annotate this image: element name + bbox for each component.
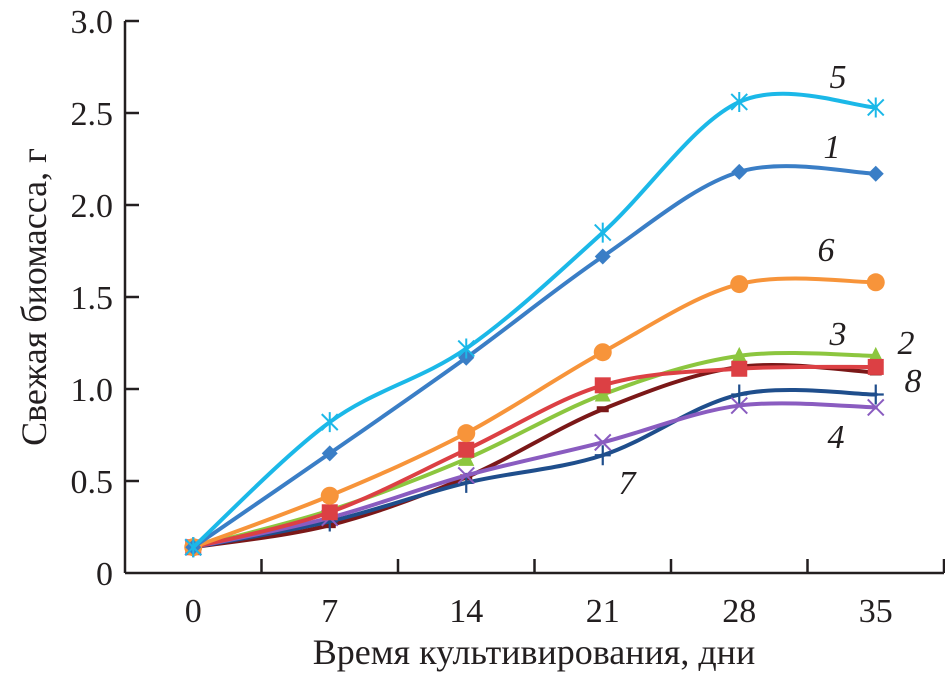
data-point-series-5 [184,537,202,558]
data-point-series-4 [867,398,885,417]
y-tick-label: 0 [96,556,113,593]
data-point-series-4 [594,433,612,452]
y-axis-title: Свежая биомасса, г [14,148,54,446]
series-labels: 5 1 6 3 28 4 7 [619,59,922,502]
series-group [184,91,885,558]
data-point-series-5 [457,338,475,359]
y-tick-label: 3.0 [71,4,114,41]
data-point-series-5 [321,412,339,433]
x-tick-label: 0 [185,593,202,630]
series-label-5: 5 [830,59,847,96]
data-point-series-1 [321,445,338,462]
x-tick-label: 7 [321,593,338,630]
x-ticks: 0 7 14 21 28 35 [185,559,945,630]
data-point-series-6 [320,486,339,505]
data-point-series-2 [867,358,884,375]
data-point-series-5 [730,91,748,112]
series-label-3: 3 [829,316,847,353]
series-line-1 [191,164,878,550]
series-5 [184,91,885,558]
y-tick-label: 0.5 [71,464,114,501]
data-point-series-8 [596,406,609,413]
series-label-7: 7 [619,465,638,502]
data-point-series-2 [594,377,611,394]
y-ticks: 0 0.5 1.0 1.5 2.0 2.5 3.0 [71,4,139,593]
series-label-2: 2 [898,325,915,362]
data-point-series-3 [594,385,611,402]
y-tick-label: 1.0 [71,372,114,409]
axes: 00.51.01.52.02.53.0 0 7 14 21 28 35 [71,4,945,630]
data-point-series-2 [321,504,338,521]
x-tick-label: 14 [449,593,483,630]
data-point-series-2 [458,441,475,458]
series-line-2 [191,364,878,550]
data-point-series-4 [730,396,748,415]
data-point-series-7 [867,384,884,405]
data-point-series-3 [731,346,748,363]
series-7 [185,384,884,558]
series-label-8: 8 [905,363,922,400]
series-label-1: 1 [824,129,841,166]
series-line-8 [191,363,878,550]
x-tick-label: 28 [722,593,756,630]
data-point-series-3 [867,346,884,363]
data-point-series-6 [593,343,612,362]
data-point-series-3 [458,449,475,466]
series-line-7 [191,388,878,550]
series-line-5 [191,91,878,550]
y-tick-label: 2.0 [71,188,114,225]
series-label-6: 6 [818,232,835,269]
x-tick-label: 35 [859,593,893,630]
series-label-4: 4 [828,419,845,456]
data-point-series-7 [594,445,611,466]
data-point-series-6 [457,424,476,443]
data-point-series-7 [731,384,748,405]
series-1 [185,163,884,556]
series-line-4 [191,401,878,550]
data-point-series-6 [730,275,749,294]
data-point-series-5 [867,97,885,118]
data-point-series-5 [594,222,612,243]
y-tick-label: 1.5 [71,280,114,317]
data-point-series-6 [866,273,885,292]
data-point-series-2 [731,360,748,377]
x-axis-title: Время культивирования, дни [313,632,755,672]
data-point-series-1 [731,163,748,180]
data-point-series-4 [457,466,475,485]
x-tick-label: 21 [586,593,620,630]
data-point-series-1 [867,165,884,182]
y-tick-label: 2.5 [71,96,114,133]
data-point-series-1 [594,248,611,265]
